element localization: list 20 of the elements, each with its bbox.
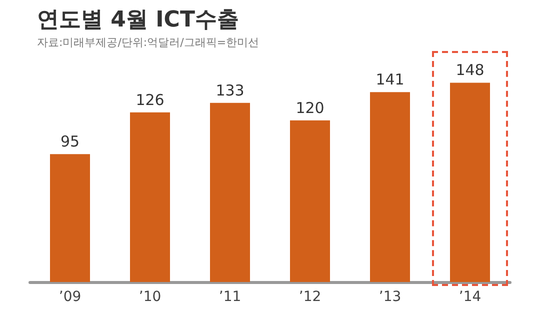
bar [130,112,170,282]
x-tick-label: ’11 [218,289,242,305]
bar [50,154,90,282]
x-tick-label: ’12 [298,289,322,305]
chart-title: 연도별 4월 ICT수출 [37,8,239,32]
x-tick-label: ’09 [58,289,82,305]
data-label: 95 [60,132,80,151]
data-label: 133 [216,81,244,100]
x-tick-label: ’13 [378,289,402,305]
bar [450,82,490,282]
data-label: 148 [456,61,484,80]
data-label: 126 [136,90,164,109]
bar [290,120,330,282]
bar [210,102,250,282]
data-label: 120 [296,98,324,117]
x-tick-label: ’10 [138,289,162,305]
x-tick-label: ’14 [458,289,482,305]
bar [370,92,410,282]
chart-subtitle: 자료:미래부제공/단위:억달러/그래픽=한미선 [37,36,260,49]
data-label: 141 [376,70,404,89]
